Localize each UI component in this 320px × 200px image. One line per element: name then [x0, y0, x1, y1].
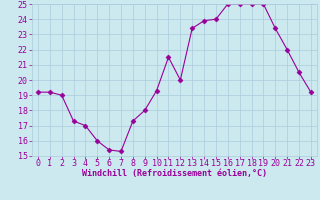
X-axis label: Windchill (Refroidissement éolien,°C): Windchill (Refroidissement éolien,°C) [82, 169, 267, 178]
